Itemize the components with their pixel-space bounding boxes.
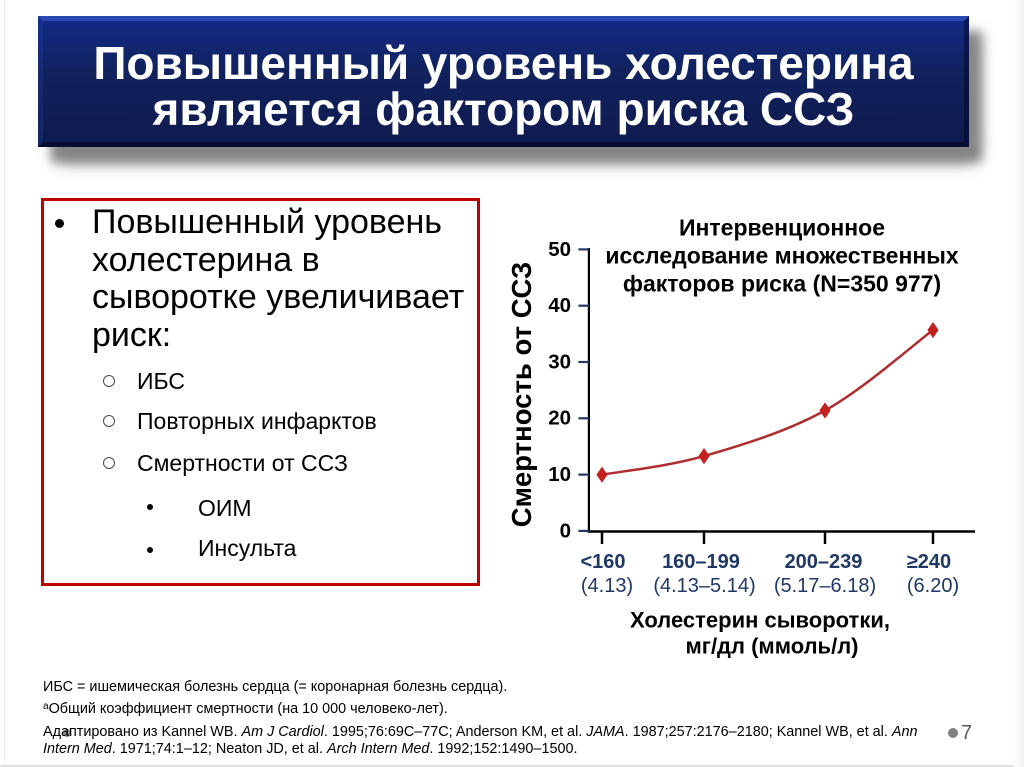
svg-text:40: 40 [548, 294, 571, 317]
svg-text:мг/дл (ммоль/л): мг/дл (ммоль/л) [686, 633, 859, 658]
svg-text:160–199: 160–199 [662, 551, 740, 573]
svg-text:исследование множественных: исследование множественных [605, 243, 959, 269]
svg-text:Холестерин сыворотки,: Холестерин сыворотки, [630, 608, 890, 633]
svg-text:Интервенционное: Интервенционное [679, 215, 885, 241]
svg-text:0: 0 [560, 519, 571, 542]
svg-text:факторов риска (N=350 977): факторов риска (N=350 977) [623, 271, 941, 297]
svg-text:200–239: 200–239 [785, 551, 863, 573]
svg-text:50: 50 [548, 238, 571, 261]
svg-text:(4.13): (4.13) [581, 575, 633, 597]
svg-text:(4.13–5.14): (4.13–5.14) [653, 575, 755, 597]
svg-text:Смертность от ССЗ: Смертность от ССЗ [506, 262, 537, 528]
svg-text:(6.20): (6.20) [907, 575, 959, 597]
svg-text:20: 20 [548, 407, 571, 430]
svg-text:(5.17–6.18): (5.17–6.18) [774, 575, 876, 597]
svg-text:<160: <160 [580, 551, 625, 573]
svg-text:≥240: ≥240 [907, 551, 951, 573]
svg-text:30: 30 [548, 350, 571, 373]
svg-text:10: 10 [548, 463, 571, 486]
